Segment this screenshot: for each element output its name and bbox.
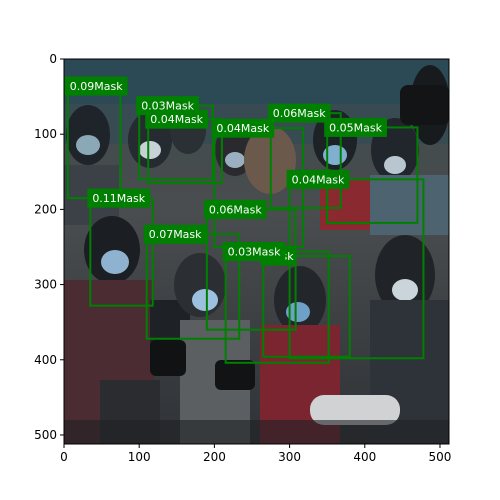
detection-label: 0.03Mask (228, 246, 281, 259)
detection-label: 0.07Mask (149, 228, 202, 241)
y-tick-label: 300 (34, 278, 57, 292)
x-tick-label: 200 (203, 450, 226, 464)
detection-label: 0.05Mask (329, 121, 382, 134)
y-tick-label: 500 (34, 428, 57, 442)
y-tick-label: 100 (34, 127, 57, 141)
y-axis: 0 100 200 300 400 500 (34, 52, 64, 442)
x-tick-label: 100 (128, 450, 151, 464)
x-tick-label: 300 (278, 450, 301, 464)
y-tick-label: 0 (49, 52, 57, 66)
detection-label: 0.11Mask (92, 192, 145, 205)
x-axis: 0 100 200 300 400 500 (60, 444, 451, 464)
detection-label: 0.09Mask (70, 80, 123, 93)
x-tick-label: 400 (353, 450, 376, 464)
detection-label: 0.06Mask (273, 107, 326, 120)
x-tick-label: 0 (60, 450, 68, 464)
detection-label: 0.04Mask (216, 122, 269, 135)
detection-label: 0.04Mask (292, 173, 345, 186)
x-tick-label: 500 (429, 450, 452, 464)
detection-label: 0.06Mask (209, 203, 262, 216)
detection-label: 0.04Mask (150, 113, 203, 126)
y-tick-label: 400 (34, 353, 57, 367)
y-tick-label: 200 (34, 202, 57, 216)
